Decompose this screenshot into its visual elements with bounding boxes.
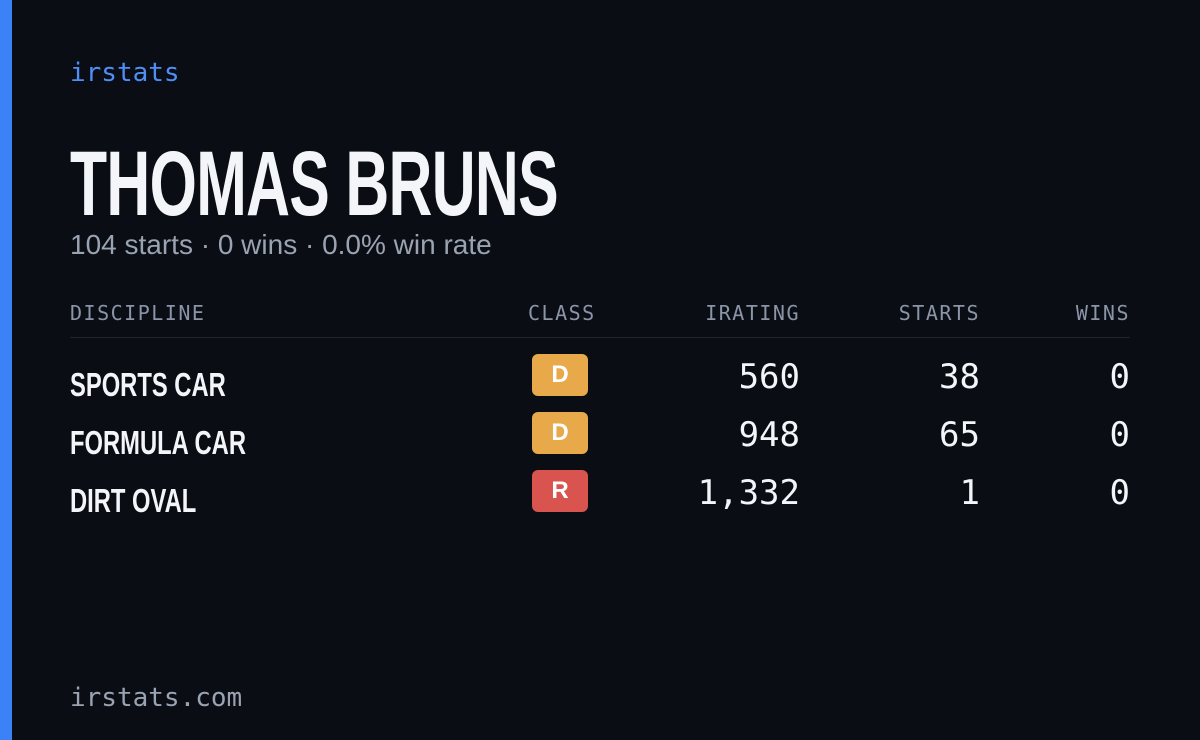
wins: 0: [1109, 473, 1130, 513]
accent-bar: [0, 0, 12, 740]
irating: 1,332: [697, 473, 800, 513]
column-header: DISCIPLINE: [70, 301, 206, 325]
discipline: DIRT OVAL: [70, 482, 197, 519]
class-badge: R: [532, 470, 588, 512]
class-badge: D: [532, 354, 588, 396]
driver-name: THOMAS BRUNS: [70, 133, 559, 235]
column-header: IRATING: [705, 301, 800, 325]
driver-summary: 104 starts · 0 wins · 0.0% win rate: [70, 229, 492, 260]
wins: 0: [1109, 415, 1130, 455]
irating: 948: [738, 415, 800, 455]
brand: irstats: [70, 58, 180, 88]
starts: 1: [959, 473, 980, 513]
footer: irstats.com: [70, 683, 243, 713]
class-badge: D: [532, 412, 588, 454]
column-header: STARTS: [898, 301, 980, 325]
discipline: SPORTS CAR: [70, 366, 226, 403]
wins: 0: [1109, 357, 1130, 397]
discipline: FORMULA CAR: [70, 424, 246, 461]
header-divider: [70, 337, 1130, 338]
irating: 560: [738, 357, 800, 397]
column-header: WINS: [1075, 301, 1130, 325]
column-header: CLASS: [528, 301, 596, 325]
starts: 38: [939, 357, 980, 397]
starts: 65: [939, 415, 980, 455]
